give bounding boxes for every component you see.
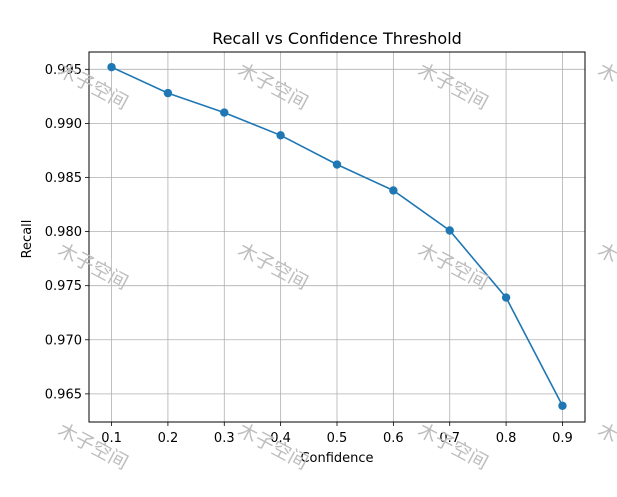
- x-tick-label: 0.7: [439, 431, 460, 446]
- series-line: [107, 62, 567, 410]
- x-tick-label: 0.6: [383, 431, 404, 446]
- x-tick-label: 0.1: [101, 431, 122, 446]
- y-tick-label: 0.990: [45, 117, 82, 132]
- y-tick-label: 0.970: [45, 333, 82, 348]
- x-tick-label: 0.4: [270, 431, 291, 446]
- data-point: [558, 401, 567, 410]
- data-point: [276, 131, 285, 140]
- data-point: [332, 160, 342, 169]
- y-tick-label: 0.965: [45, 387, 82, 402]
- data-point: [220, 108, 229, 117]
- chart-title: Recall vs Confidence Threshold: [212, 29, 462, 48]
- y-tick-label: 0.980: [45, 225, 82, 240]
- x-tick-label: 0.9: [552, 431, 573, 446]
- y-axis-ticks: 0.965 0.970 0.975 0.980 0.985 0.990 0.995: [45, 63, 89, 402]
- data-point: [445, 226, 454, 235]
- y-tick-label: 0.985: [45, 171, 82, 186]
- data-point: [389, 186, 398, 195]
- x-tick-label: 0.3: [214, 431, 235, 446]
- x-axis-label: Confidence: [300, 451, 373, 466]
- y-tick-label: 0.975: [45, 279, 82, 294]
- x-tick-label: 0.8: [496, 431, 517, 446]
- data-point: [107, 62, 116, 72]
- data-point: [501, 293, 511, 302]
- x-tick-label: 0.2: [158, 431, 179, 446]
- x-axis-ticks: 0.1 0.2 0.3 0.4 0.5 0.6 0.7 0.8 0.9: [101, 422, 573, 446]
- x-tick-label: 0.5: [327, 431, 348, 446]
- y-tick-label: 0.995: [45, 63, 82, 78]
- data-point: [163, 88, 173, 98]
- y-axis-label: Recall: [20, 220, 35, 259]
